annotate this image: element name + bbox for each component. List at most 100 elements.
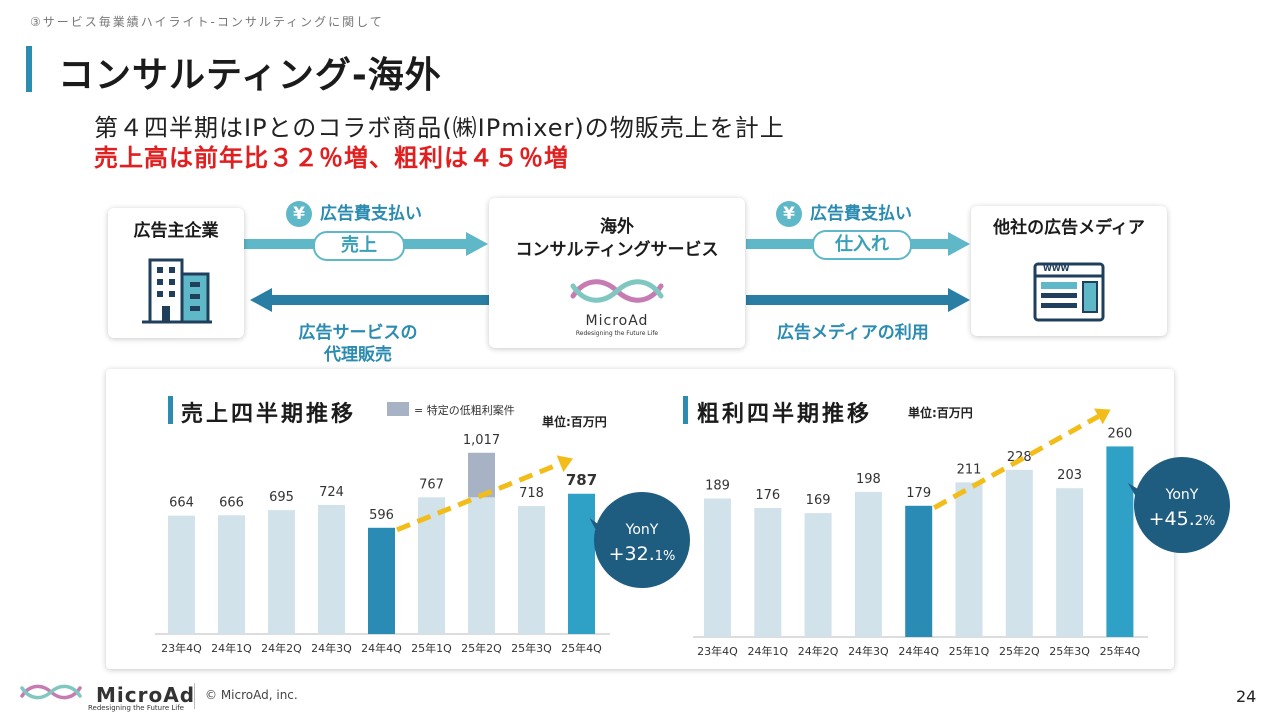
profit-value-label: 203: [1057, 468, 1082, 483]
profit-bar: [905, 505, 933, 637]
lead-text: 第４四半期はIPとのコラボ商品(㈱IPmixer)の物販売上を計上: [94, 114, 785, 142]
sales-value-label: 724: [319, 485, 344, 500]
advertiser-label: 広告主企業: [133, 221, 219, 241]
service-resale-label-line1: 広告サービスの: [298, 323, 418, 343]
profit-bar: [1056, 488, 1084, 637]
sales-unit-label: 単位:百万円: [542, 415, 607, 429]
profit-unit-label: 単位:百万円: [908, 406, 973, 420]
profit-category-label: 25年2Q: [999, 644, 1040, 658]
sales-bar: [568, 493, 595, 634]
profit-trend-arrowhead: [1094, 408, 1111, 425]
profit-category-label: 25年4Q: [1100, 644, 1141, 658]
profit-yoy-label: YonY: [1165, 487, 1199, 503]
media-label: 他社の広告メディア: [993, 218, 1145, 238]
purchase-pill: 仕入れ: [812, 230, 912, 260]
yen-icon: ¥: [776, 201, 802, 227]
footer-divider: [194, 683, 195, 709]
profit-bar: [754, 507, 782, 637]
service-arrow: [250, 288, 490, 312]
breadcrumb: ③サービス毎業績ハイライト-コンサルティングに関して: [30, 15, 384, 29]
profit-bar: [955, 482, 983, 637]
sales-value-label: 767: [419, 477, 444, 492]
sales-category-label: 25年3Q: [511, 641, 552, 655]
sales-value-label: 664: [169, 496, 194, 511]
copyright: © MicroAd, inc.: [205, 688, 298, 702]
www-text: WWW: [1043, 264, 1070, 273]
sales-bar: [218, 515, 245, 634]
sales-trend-arrowhead: [556, 455, 573, 473]
footer-logo-text: MicroAd: [96, 683, 196, 707]
profit-category-label: 24年1Q: [747, 644, 788, 658]
sales-bar: [518, 506, 545, 634]
advertiser-box: 広告主企業: [108, 208, 244, 338]
profit-title-accent: [683, 396, 688, 424]
sales-category-label: 25年4Q: [561, 641, 602, 655]
payment-label-left: ¥ 広告費支払い: [286, 199, 422, 227]
profit-category-label: 23年4Q: [697, 644, 738, 658]
profit-category-label: 24年4Q: [898, 644, 939, 658]
sales-title-accent: [168, 396, 173, 424]
low-margin-legend-text: = 特定の低粗利案件: [414, 404, 515, 417]
profit-chart-title: 粗利四半期推移: [697, 402, 873, 427]
profit-value-label: 176: [755, 488, 780, 503]
service-resale-label-line2: 代理販売: [324, 345, 392, 365]
sales-bar: [368, 527, 395, 634]
sales-category-label: 24年4Q: [361, 641, 402, 655]
service-title-line2: コンサルティングサービス: [515, 239, 719, 260]
profit-category-label: 25年1Q: [949, 644, 990, 658]
profit-bar: [1005, 469, 1033, 637]
sales-category-label: 24年1Q: [211, 641, 252, 655]
footer-logo-subtext: Redesigning the Future Life: [88, 704, 184, 712]
profit-bar: [704, 498, 731, 637]
profit-value-label: 179: [906, 486, 931, 501]
profit-bar: [804, 513, 832, 637]
sales-yoy-value: +32.1%: [609, 543, 676, 565]
sales-value-label: 1,017: [463, 433, 500, 448]
media-use-arrow: [746, 288, 970, 312]
sales-yoy-circle: [594, 492, 690, 588]
profit-category-label: 25年3Q: [1049, 644, 1090, 658]
sales-category-label: 24年2Q: [261, 641, 302, 655]
sales-value-label: 596: [369, 508, 394, 523]
service-logo-subtext: Redesigning the Future Life: [575, 330, 659, 337]
building-icon: [142, 258, 212, 324]
service-logo-text: MicroAd: [585, 313, 649, 329]
profit-trend-arrow: [932, 414, 1100, 510]
sales-bar: [468, 497, 495, 634]
sales-category-label: 25年2Q: [461, 641, 502, 655]
profit-category-label: 24年3Q: [848, 644, 889, 658]
footer-logo-icon: [20, 684, 82, 700]
profit-bar: [1106, 446, 1134, 637]
page-number: 24: [1236, 687, 1257, 706]
sales-category-label: 25年1Q: [411, 641, 452, 655]
profit-yoy-value: +45.2%: [1149, 508, 1216, 530]
profit-value-label: 198: [856, 472, 881, 487]
media-use-label: 広告メディアの利用: [777, 323, 929, 343]
title-accent-bar: [26, 46, 32, 92]
consulting-service-box: 海外 コンサルティングサービス MicroAd Redesigning the …: [489, 198, 745, 348]
sales-bar: [168, 515, 195, 634]
yen-icon: ¥: [286, 201, 312, 227]
payment-label-right: ¥ 広告費支払い: [776, 199, 912, 227]
sales-trend-arrow: [396, 461, 561, 533]
microad-logo-icon: [570, 279, 664, 303]
payment-text-right: 広告費支払い: [810, 204, 912, 224]
web-browser-icon: [1033, 262, 1105, 322]
sales-pill: 売上: [313, 231, 405, 261]
profit-value-label: 169: [806, 493, 831, 508]
service-title-line1: 海外: [600, 217, 634, 237]
sales-value-label: 787: [566, 471, 597, 489]
sales-category-label: 23年4Q: [161, 641, 202, 655]
sales-value-label: 666: [219, 495, 244, 510]
profit-yoy-pointer: [1127, 483, 1142, 507]
sales-value-label: 695: [269, 490, 294, 505]
page-title: コンサルティング-海外: [58, 55, 442, 96]
sales-bar: [268, 510, 295, 634]
profit-yoy-circle: [1134, 457, 1230, 553]
media-box: 他社の広告メディア WWW: [971, 206, 1167, 336]
sales-yoy-pointer: [589, 518, 602, 542]
profit-bar: [854, 491, 882, 637]
sales-yoy-label: YonY: [625, 522, 659, 538]
sales-value-label: 718: [519, 486, 544, 501]
